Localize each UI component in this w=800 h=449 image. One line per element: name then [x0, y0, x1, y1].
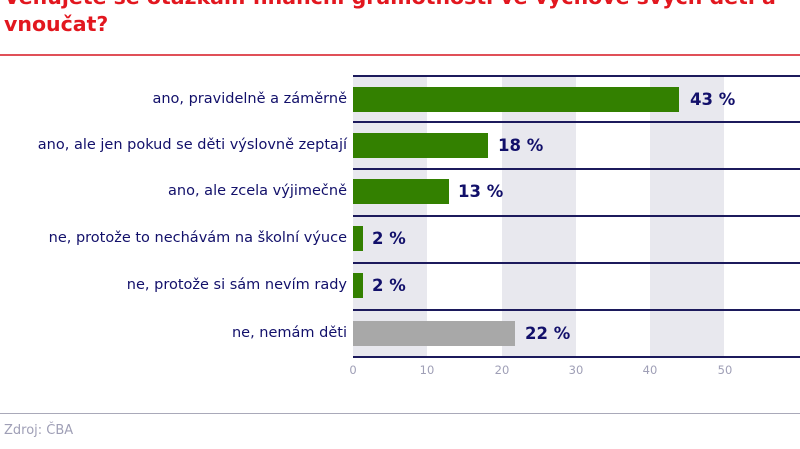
value-label: 18 % — [498, 136, 544, 155]
value-label: 43 % — [690, 90, 736, 109]
bar-5 — [353, 321, 515, 346]
category-label: ne, protože si sám nevím rady — [126, 277, 347, 293]
bar-2 — [353, 179, 449, 204]
x-tick: 10 — [419, 363, 435, 377]
bar-4 — [353, 273, 363, 298]
chart-title: Věnujete se otázkám finanční gramotnosti… — [4, 0, 776, 36]
x-tick: 0 — [349, 363, 357, 377]
x-tick: 40 — [642, 363, 658, 377]
x-tick: 50 — [717, 363, 733, 377]
row-separator — [353, 309, 800, 311]
row-separator — [353, 215, 800, 217]
bar-1 — [353, 133, 488, 158]
category-label: ne, protože to nechávám na školní výuce — [48, 230, 347, 246]
category-label: ano, pravidelně a záměrně — [152, 91, 347, 107]
footer-divider — [0, 413, 800, 414]
category-label: ano, ale zcela výjimečně — [168, 183, 347, 199]
row-separator — [353, 121, 800, 123]
category-label: ano, ale jen pokud se děti výslovně zept… — [37, 137, 347, 153]
x-tick: 30 — [568, 363, 584, 377]
title-divider — [0, 54, 800, 56]
x-tick: 20 — [494, 363, 510, 377]
bar-3 — [353, 226, 363, 251]
row-separator — [353, 168, 800, 170]
source-note: Zdroj: ČBA — [4, 423, 74, 438]
value-label: 2 % — [372, 276, 406, 295]
x-axis-line — [353, 356, 800, 358]
value-label: 2 % — [372, 229, 406, 248]
category-label: ne, nemám děti — [231, 325, 347, 341]
value-label: 13 % — [458, 182, 504, 201]
row-separator — [353, 75, 800, 77]
row-separator — [353, 262, 800, 264]
plot-area: 43 % 18 % 13 % 2 % 2 % 22 % — [353, 75, 800, 358]
value-label: 22 % — [525, 324, 571, 343]
bar-0 — [353, 87, 679, 112]
